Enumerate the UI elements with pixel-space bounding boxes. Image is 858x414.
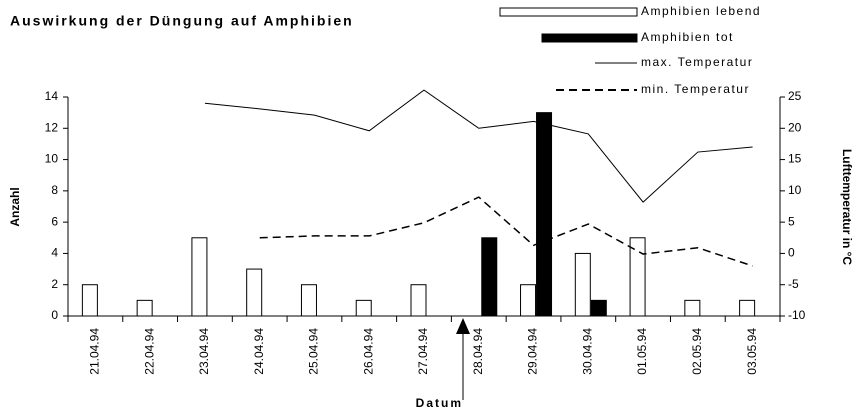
y-tick-label: 8 — [51, 183, 58, 197]
x-tick-label: 27.04.94 — [416, 328, 430, 375]
y-tick-label: 14 — [45, 89, 59, 103]
x-tick-label: 25.04.94 — [307, 328, 321, 375]
bar — [410, 284, 427, 317]
y2-tick-label: -10 — [788, 308, 806, 322]
x-tick-label: 03.05.94 — [745, 328, 759, 375]
bar — [136, 299, 153, 317]
bar — [629, 237, 646, 317]
y-tick-label: 2 — [51, 277, 58, 291]
bar — [81, 284, 98, 317]
y2-tick-label: 5 — [788, 214, 795, 228]
bar — [300, 284, 317, 317]
line — [259, 196, 753, 267]
bar — [481, 237, 498, 317]
y2-tick-label: 10 — [788, 183, 802, 197]
y2-axis-label: Lufttemperatur in °C — [840, 149, 854, 265]
x-tick-label: 23.04.94 — [197, 328, 211, 375]
y-tick-label: 12 — [45, 120, 59, 134]
bar — [246, 268, 263, 317]
y2-tick-label: 0 — [788, 246, 795, 260]
y-tick-label: 0 — [51, 308, 58, 322]
x-tick-label: 30.04.94 — [580, 328, 594, 375]
legend-label: Amphibien lebend — [641, 4, 761, 18]
y-tick-label: 10 — [45, 152, 59, 166]
y2-tick-label: 25 — [788, 89, 802, 103]
line — [204, 89, 753, 203]
y-axis-label: Anzahl — [8, 187, 22, 226]
x-tick-label: 24.04.94 — [252, 328, 266, 375]
bar — [520, 284, 537, 317]
y-tick-label: 6 — [51, 214, 58, 228]
x-tick-label: 22.04.94 — [142, 328, 156, 375]
x-tick-label: 01.05.94 — [635, 328, 649, 375]
legend-label: max. Temperatur — [641, 55, 753, 69]
x-tick-label: 21.04.94 — [88, 328, 102, 375]
bar — [355, 299, 372, 317]
bar — [536, 112, 553, 317]
bar — [684, 299, 701, 317]
y-tick-label: 4 — [51, 246, 58, 260]
legend-label: Amphibien tot — [641, 30, 734, 44]
x-tick-label: 28.04.94 — [471, 328, 485, 375]
y2-tick-label: 15 — [788, 152, 802, 166]
x-tick-label: 02.05.94 — [690, 328, 704, 375]
y2-tick-label: 20 — [788, 120, 802, 134]
chart-title: Auswirkung der Düngung auf Amphibien — [10, 13, 354, 29]
arrow-head — [456, 318, 470, 334]
legend-swatch — [541, 33, 638, 43]
x-tick-label: 29.04.94 — [526, 328, 540, 375]
bar — [590, 299, 607, 317]
legend-swatch — [499, 7, 638, 17]
bar — [739, 299, 756, 317]
bar — [191, 237, 208, 317]
x-tick-label: 26.04.94 — [361, 328, 375, 375]
legend-label: min. Temperatur — [641, 82, 750, 96]
bar — [574, 252, 591, 317]
y2-tick-label: -5 — [788, 277, 799, 291]
x-axis-label: Datum — [416, 396, 463, 410]
